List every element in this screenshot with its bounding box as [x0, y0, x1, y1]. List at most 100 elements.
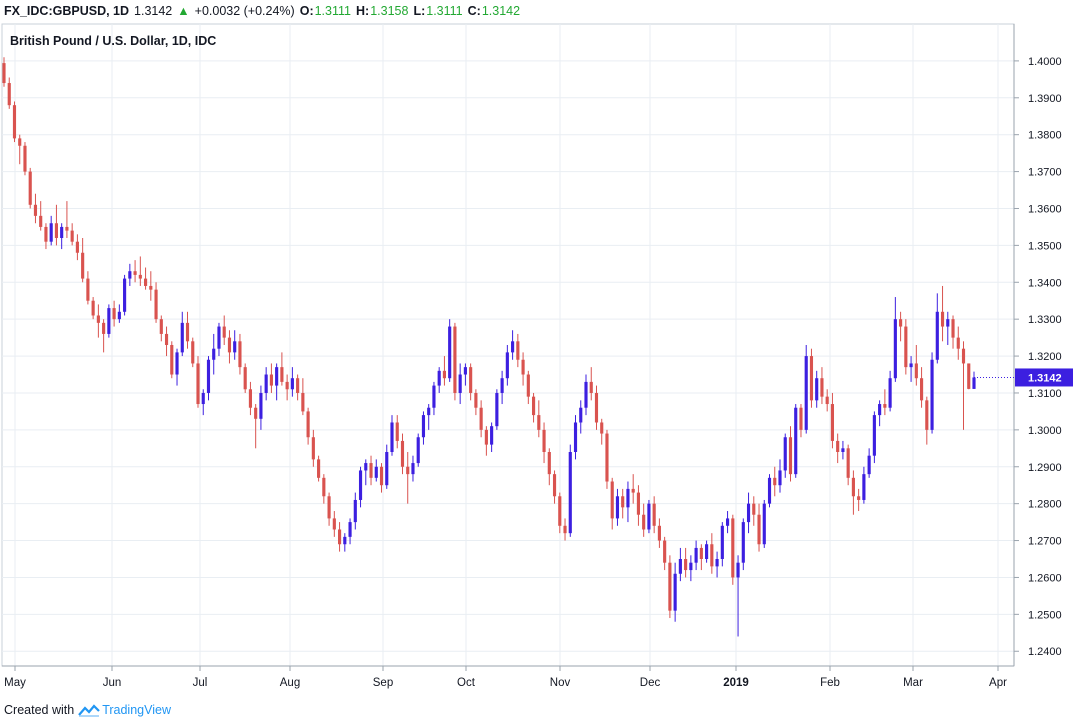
- candle: [191, 337, 195, 368]
- x-tick-label: Jul: [193, 677, 208, 689]
- y-tick-label: 1.3200: [1028, 351, 1062, 363]
- candle-body: [872, 415, 876, 456]
- candle-body: [65, 226, 69, 231]
- candle-body: [238, 341, 242, 368]
- candle-body: [353, 499, 357, 523]
- candle-body: [248, 389, 253, 408]
- candle: [647, 499, 651, 534]
- candle: [657, 518, 661, 548]
- x-tick-label: May: [4, 677, 26, 689]
- candle-body: [70, 230, 74, 242]
- candle: [899, 311, 903, 342]
- candle: [175, 348, 179, 386]
- candle-body: [343, 536, 347, 545]
- candle-body: [490, 426, 494, 445]
- tradingview-logo[interactable]: TradingView: [78, 703, 171, 717]
- candle-body: [563, 525, 567, 534]
- candle: [343, 533, 347, 552]
- candle-body: [526, 374, 530, 397]
- candle-body: [841, 448, 845, 452]
- candle: [584, 374, 588, 416]
- candle-body: [867, 455, 871, 475]
- candle-body: [112, 308, 116, 320]
- candle: [96, 304, 100, 338]
- candle-body: [904, 326, 908, 368]
- candle-body: [720, 525, 724, 559]
- candle-body: [647, 503, 651, 530]
- grid-lines: [1, 23, 1015, 667]
- candle-body: [107, 308, 111, 334]
- candle-body: [531, 396, 536, 416]
- candle-body: [159, 319, 163, 334]
- candle: [699, 544, 703, 571]
- candle-body: [12, 105, 17, 139]
- candle-body: [364, 463, 368, 471]
- candle: [259, 385, 263, 430]
- candle-body: [379, 466, 384, 486]
- candle-body: [558, 496, 562, 526]
- candle-body: [306, 411, 310, 438]
- candle-body: [956, 337, 960, 349]
- candle-body: [254, 407, 258, 419]
- x-tick-label: Nov: [550, 677, 571, 689]
- candle: [940, 285, 945, 342]
- candle-body: [280, 367, 284, 382]
- candle: [102, 319, 106, 353]
- candle: [579, 400, 583, 434]
- candle: [348, 518, 352, 545]
- candle: [49, 215, 53, 246]
- candle-body: [684, 559, 688, 571]
- candle-body: [337, 529, 342, 545]
- candle: [537, 400, 541, 438]
- candle: [972, 371, 976, 389]
- candles: [2, 57, 976, 637]
- candle: [7, 77, 11, 109]
- candlestick-chart[interactable]: 1.4000 1.3900 1.3800 1.3700 1.3600 1.3500 1.34…: [0, 21, 1076, 693]
- candle: [490, 422, 494, 452]
- candle: [185, 311, 190, 349]
- candle-body: [705, 544, 709, 559]
- candle-body: [537, 415, 541, 430]
- y-tick-label: 1.3000: [1028, 425, 1062, 437]
- candle: [820, 367, 824, 405]
- candle-body: [505, 352, 509, 379]
- candle: [128, 263, 132, 286]
- candle-body: [500, 378, 504, 393]
- candle: [201, 389, 205, 416]
- candle: [159, 315, 163, 342]
- plot-border: [1, 23, 1015, 667]
- candle: [846, 444, 850, 486]
- chart-area[interactable]: 1.4000 1.3900 1.3800 1.3700 1.3600 1.3500 1.34…: [0, 21, 1076, 693]
- candle-body: [102, 322, 106, 334]
- symbol-header: FX_IDC:GBPUSD, 1D 1.3142 ▲ +0.0032 (+0.2…: [4, 2, 525, 20]
- candle-body: [767, 477, 772, 504]
- candle: [720, 522, 724, 567]
- candle: [458, 363, 462, 405]
- candle: [967, 363, 971, 390]
- candle: [364, 459, 368, 486]
- candle-body: [206, 359, 211, 393]
- candle-body: [421, 415, 426, 438]
- candle-body: [741, 522, 745, 563]
- candle-body: [128, 271, 132, 279]
- candle-body: [615, 496, 620, 519]
- candle-body: [663, 540, 667, 563]
- candle: [684, 547, 688, 578]
- candle-body: [631, 488, 635, 493]
- candle-body: [374, 466, 378, 478]
- candle-body: [710, 544, 714, 567]
- candle: [448, 319, 452, 382]
- candle-body: [914, 363, 918, 379]
- candle-body: [862, 474, 866, 500]
- candle: [904, 319, 908, 375]
- candle: [112, 300, 116, 327]
- candle-body: [946, 319, 950, 327]
- candle-body: [715, 559, 719, 567]
- candle-body: [400, 440, 405, 467]
- candle: [946, 311, 950, 345]
- symbol-label[interactable]: FX_IDC:GBPUSD, 1D: [4, 4, 130, 18]
- candle-body: [521, 359, 525, 375]
- candle-body: [91, 300, 95, 316]
- candle-body: [778, 470, 782, 486]
- candle-body: [170, 345, 174, 375]
